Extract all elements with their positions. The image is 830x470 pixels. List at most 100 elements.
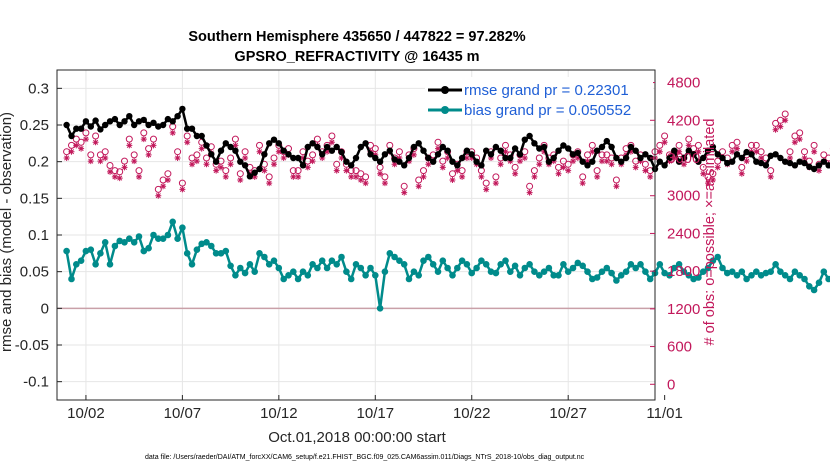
possible-obs-point	[434, 138, 442, 146]
assimilated-obs-point	[743, 158, 750, 165]
possible-obs-point	[376, 163, 384, 171]
data-point	[265, 261, 273, 268]
assimilated-obs-point	[251, 173, 258, 180]
data-point	[550, 272, 557, 279]
data-point	[786, 275, 794, 283]
assimilated-obs-point	[203, 161, 210, 168]
data-point	[454, 162, 461, 169]
assimilated-obs-point	[671, 155, 678, 161]
assimilated-obs-point	[685, 142, 692, 149]
data-point	[632, 147, 639, 154]
assimilated-obs-point	[193, 158, 200, 165]
x-tick-label: 10/27	[549, 405, 587, 422]
data-point	[608, 143, 615, 151]
y2-tick-label: 3000	[667, 188, 700, 205]
y-tick-label: -0.1	[23, 374, 49, 391]
data-point	[593, 274, 601, 281]
possible-obs-point	[395, 148, 403, 156]
assimilated-obs-point	[516, 158, 523, 165]
data-point	[492, 143, 500, 151]
y2-tick-label: 3600	[667, 150, 700, 167]
data-point	[159, 121, 167, 129]
data-point	[130, 239, 138, 246]
assimilated-obs-point	[222, 173, 229, 180]
data-point	[217, 147, 225, 154]
data-file-footer: data file: /Users/raeder/DAI/ATM_forcXX/…	[145, 454, 585, 461]
data-point	[463, 147, 471, 154]
data-point	[131, 121, 138, 129]
data-point	[622, 268, 630, 276]
legend-rmse-label: rmse grand pr = 0.22301	[464, 82, 629, 99]
data-point	[796, 272, 803, 279]
data-point	[526, 132, 533, 140]
possible-obs-point	[612, 176, 620, 184]
data-point	[449, 272, 456, 279]
x-axis: 10/02 10/07 10/12 10/17 10/22 10/27 11/01	[67, 395, 683, 422]
assimilated-obs-point	[526, 189, 533, 196]
possible-obs-point	[781, 110, 789, 118]
data-point	[521, 264, 529, 272]
series-0	[63, 105, 830, 180]
data-point	[290, 268, 297, 276]
data-point	[155, 123, 162, 130]
data-point	[767, 152, 774, 159]
possible-obs-point	[728, 141, 736, 149]
data-point	[280, 275, 288, 283]
y-tick-label: 0	[41, 300, 49, 317]
assimilated-obs-point	[478, 173, 485, 180]
data-point	[516, 151, 524, 158]
data-point	[106, 261, 114, 268]
assimilated-obs-point	[811, 148, 818, 155]
assimilated-obs-point	[758, 155, 765, 161]
assimilated-obs-point	[68, 148, 75, 155]
assimilated-obs-point	[502, 148, 509, 155]
data-point	[666, 272, 673, 279]
possible-obs-point	[564, 160, 572, 168]
data-point	[820, 268, 828, 276]
legend-rmse-marker	[441, 86, 449, 94]
assimilated-obs-point	[328, 139, 335, 146]
y-tick-label: 0.05	[20, 264, 49, 281]
data-point	[232, 147, 239, 154]
data-point	[574, 259, 582, 267]
possible-obs-point	[492, 173, 500, 181]
data-point	[762, 162, 770, 169]
data-point	[497, 147, 504, 154]
possible-obs-point	[135, 167, 143, 175]
y-tick-label: 0.15	[20, 190, 49, 207]
data-point	[540, 143, 548, 151]
data-point	[497, 261, 505, 268]
assimilated-obs-point	[459, 173, 466, 180]
assimilated-obs-point	[343, 167, 350, 174]
data-point	[680, 268, 688, 276]
data-point	[164, 115, 172, 123]
data-point	[77, 257, 85, 265]
assimilated-obs-point	[608, 161, 615, 168]
data-point	[97, 250, 104, 257]
assimilated-obs-point	[574, 155, 581, 161]
data-point	[656, 261, 664, 268]
data-point	[203, 239, 210, 246]
possible-obs-point	[231, 135, 239, 143]
data-point	[126, 235, 133, 242]
assimilated-obs-point	[767, 173, 774, 180]
data-point	[376, 305, 384, 312]
data-point	[825, 275, 830, 283]
assimilated-obs-point	[536, 161, 543, 168]
data-point	[415, 140, 422, 147]
data-point	[391, 253, 398, 261]
assimilated-obs-point	[92, 139, 99, 146]
possible-obs-point	[502, 141, 509, 149]
data-point	[458, 154, 466, 162]
data-point	[767, 268, 774, 276]
assimilated-obs-point	[319, 155, 326, 161]
data-point	[810, 165, 818, 173]
data-point	[304, 272, 312, 279]
data-point	[511, 262, 519, 270]
y2-axis: 0 600 1200 1800 2400 3000 3600 4200 4800	[650, 75, 700, 393]
possible-obs-point	[313, 135, 321, 143]
series-line	[65, 220, 830, 310]
data-point	[357, 143, 364, 151]
assimilated-obs-point	[401, 189, 408, 196]
data-point	[487, 151, 495, 158]
